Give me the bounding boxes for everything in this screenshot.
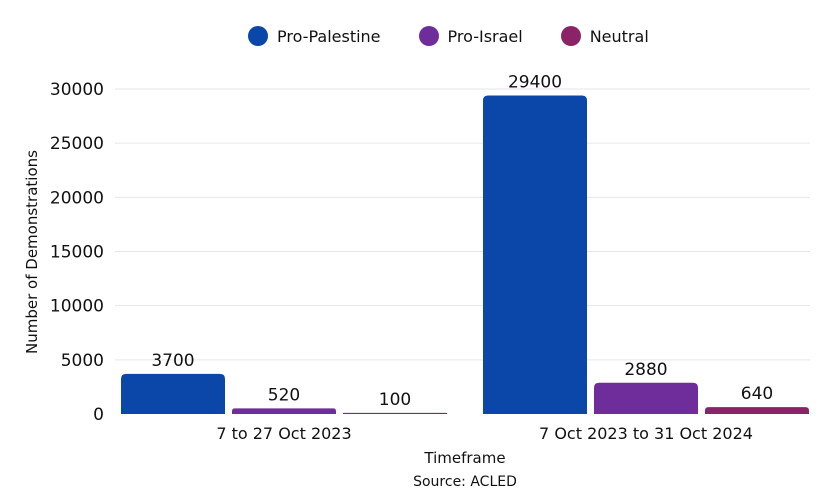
data-label-1-0: 520 <box>268 385 300 405</box>
x-tick-label-0: 7 to 27 Oct 2023 <box>216 424 351 443</box>
source-note: Source: ACLED <box>413 474 517 490</box>
legend-label-pro-israel: Pro-Israel <box>447 26 523 46</box>
legend: Pro-Palestine Pro-Israel Neutral <box>248 26 687 46</box>
bar-2-1 <box>705 407 809 414</box>
y-axis-label: Number of Demonstrations <box>23 150 41 354</box>
legend-swatch-neutral <box>560 26 581 46</box>
y-tick-label-3: 15000 <box>50 243 104 263</box>
y-tick-label-2: 10000 <box>50 297 104 317</box>
y-tick-label-4: 20000 <box>50 188 104 208</box>
y-tick-label-0: 0 <box>93 405 104 425</box>
legend-swatch-pro-palestine <box>248 26 268 46</box>
data-label-2-1: 640 <box>741 384 773 404</box>
x-axis-label: Timeframe <box>424 449 506 467</box>
legend-item-pro-israel: Pro-Israel <box>418 26 523 46</box>
data-label-2-0: 100 <box>379 390 411 410</box>
bar-2-0 <box>343 412 447 414</box>
y-tick-label-6: 30000 <box>50 80 104 100</box>
legend-label-pro-palestine: Pro-Palestine <box>277 26 381 46</box>
data-label-1-1: 2880 <box>624 360 667 380</box>
legend-item-neutral: Neutral <box>560 26 649 46</box>
legend-swatch-pro-israel <box>418 26 439 46</box>
bar-1-0 <box>232 408 336 414</box>
y-tick-label-1: 5000 <box>61 351 104 371</box>
data-label-0-0: 3700 <box>151 351 194 371</box>
legend-label-neutral: Neutral <box>589 26 649 46</box>
data-label-0-1: 29400 <box>508 73 562 93</box>
bar-0-1 <box>483 95 587 414</box>
bar-0-0 <box>121 373 225 414</box>
x-tick-label-1: 7 Oct 2023 to 31 Oct 2024 <box>539 424 753 443</box>
bar-1-1 <box>594 382 698 414</box>
legend-item-pro-palestine: Pro-Palestine <box>248 26 381 46</box>
y-tick-label-5: 25000 <box>50 134 104 154</box>
